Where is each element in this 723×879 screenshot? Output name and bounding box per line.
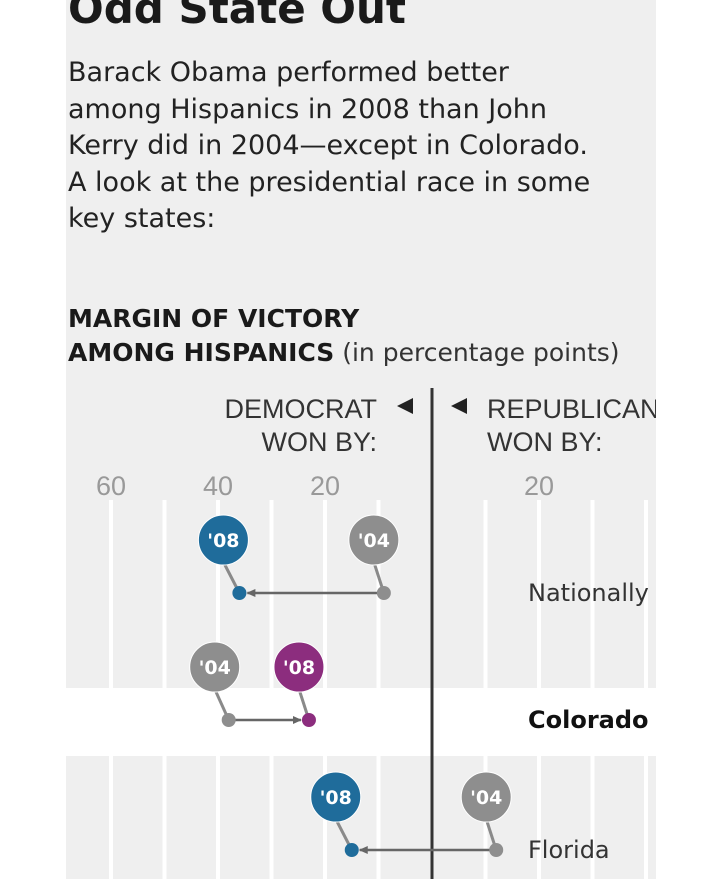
dot-2004 [489, 843, 504, 857]
dot-2008 [344, 843, 359, 857]
section-unit: (in percentage points) [342, 338, 620, 367]
tick-label: 20 [524, 471, 554, 501]
right-triangle-icon [451, 398, 467, 414]
subtitle-line: Barack Obama performed better [68, 57, 509, 88]
pin-year-label: '08 [320, 787, 352, 809]
row-nationally: '04 '08 Nationally [197, 514, 649, 607]
chart-svg: DEMOCRAT WON BY: REPUBLICAN WON BY: 60 40… [66, 388, 656, 879]
democrat-label: DEMOCRAT [225, 394, 378, 424]
row-label: Colorado [528, 706, 649, 734]
pin-badge [348, 514, 400, 566]
democrat-won-by: WON BY: [261, 427, 377, 457]
republican-label: REPUBLICAN [487, 394, 656, 424]
pin-badge [197, 514, 249, 566]
x-ticks: 60 40 20 20 [96, 471, 554, 501]
pin-badge [310, 771, 362, 823]
pin-badge [189, 641, 241, 693]
pin-year-label: '08 [283, 657, 315, 679]
tick-label: 20 [310, 471, 340, 501]
row-label: Florida [528, 836, 610, 864]
chart-subtitle: Barack Obama performed better among Hisp… [68, 55, 656, 238]
section-title-line1: MARGIN OF VICTORY [68, 304, 360, 333]
dot-2004 [221, 713, 236, 727]
pin-badge [460, 771, 512, 823]
row-florida: '04 '08 Florida [310, 771, 610, 864]
pin-year-label: '04 [358, 530, 390, 552]
tick-label: 60 [96, 471, 126, 501]
subtitle-line: key states: [68, 203, 216, 234]
row-label: Nationally [528, 579, 649, 607]
section-label: MARGIN OF VICTORY AMONG HISPANICS (in pe… [68, 302, 620, 370]
dot-2008 [301, 713, 316, 727]
data-rows: '04 '08 Nationally '04 '08 Colorado '04 '08 Flor… [189, 514, 649, 864]
subtitle-line: among Hispanics in 2008 than John [68, 93, 547, 125]
dot-2008 [232, 586, 247, 600]
section-title-line2: AMONG HISPANICS [68, 338, 335, 367]
chart-title: Odd State Out [68, 0, 406, 33]
row-colorado: '04 '08 Colorado [189, 641, 649, 734]
pin-year-label: '04 [199, 657, 231, 679]
subtitle-line: A look at the presidential race in some [68, 166, 591, 198]
republican-won-by: WON BY: [487, 427, 603, 457]
chart-panel: DEMOCRAT WON BY: REPUBLICAN WON BY: 60 40… [66, 0, 656, 879]
pin-year-label: '08 [207, 530, 239, 552]
left-triangle-icon [397, 398, 413, 414]
pin-badge [273, 641, 325, 693]
tick-label: 40 [203, 471, 233, 501]
dot-2004 [376, 586, 391, 600]
subtitle-line: Kerry did in 2004—except in Colorado. [68, 130, 588, 161]
pin-year-label: '04 [470, 787, 502, 809]
